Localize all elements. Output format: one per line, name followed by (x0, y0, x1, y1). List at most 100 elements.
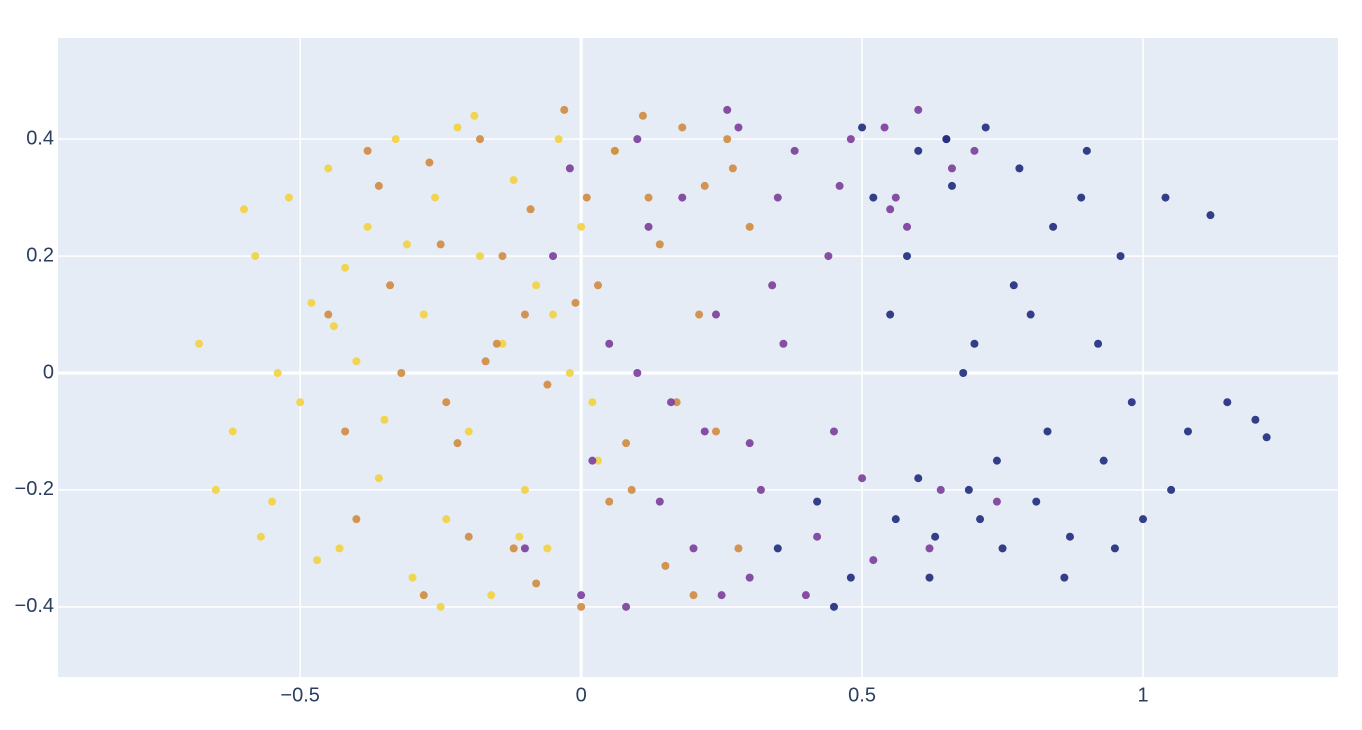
point (565, 368, 574, 377)
point (992, 497, 1001, 506)
point (1065, 532, 1074, 541)
point (363, 146, 372, 155)
y-tick-label: 0.2 (26, 244, 54, 266)
point (773, 544, 782, 553)
point (1127, 398, 1136, 407)
x-tick-label: 0 (576, 684, 587, 706)
point (492, 339, 501, 348)
point (942, 135, 951, 144)
point (992, 456, 1001, 465)
point (801, 591, 810, 600)
point (959, 368, 968, 377)
point (565, 164, 574, 173)
plot-area (58, 38, 1338, 677)
point (549, 252, 558, 261)
point (779, 339, 788, 348)
point (734, 544, 743, 553)
point (1167, 485, 1176, 494)
point (453, 439, 462, 448)
point (947, 164, 956, 173)
point (543, 544, 552, 553)
point (470, 111, 479, 120)
point (436, 240, 445, 249)
point (700, 181, 709, 190)
point (268, 497, 277, 506)
point (1206, 211, 1215, 220)
point (667, 398, 676, 407)
point (829, 602, 838, 611)
point (711, 310, 720, 319)
point (554, 135, 563, 144)
point (1262, 433, 1271, 442)
point (981, 123, 990, 132)
grid (58, 38, 1338, 677)
x-tick-label: 0.5 (848, 684, 876, 706)
point (352, 515, 361, 524)
point (453, 123, 462, 132)
point (464, 427, 473, 436)
point (1223, 398, 1232, 407)
point (689, 544, 698, 553)
point (610, 146, 619, 155)
point (970, 339, 979, 348)
point (790, 146, 799, 155)
point (515, 532, 524, 541)
y-tick-label: −0.4 (15, 595, 54, 617)
point (661, 561, 670, 570)
point (858, 474, 867, 483)
point (498, 339, 507, 348)
point (442, 398, 451, 407)
point (520, 485, 529, 494)
point (903, 222, 912, 231)
point (931, 532, 940, 541)
point (891, 515, 900, 524)
point (386, 281, 395, 290)
point (1251, 415, 1260, 424)
point (577, 222, 586, 231)
point (644, 222, 653, 231)
x-tick-label: 1 (1137, 684, 1148, 706)
point (970, 146, 979, 155)
point (947, 181, 956, 190)
point (402, 240, 411, 249)
point (335, 544, 344, 553)
point (1043, 427, 1052, 436)
y-tick-label: −0.2 (15, 478, 54, 500)
point (655, 240, 664, 249)
point (593, 456, 602, 465)
point (571, 298, 580, 307)
point (1060, 573, 1069, 582)
point (543, 380, 552, 389)
point (481, 357, 490, 366)
point (397, 368, 406, 377)
point (352, 357, 361, 366)
point (1139, 515, 1148, 524)
point (768, 281, 777, 290)
point (678, 123, 687, 132)
point (520, 310, 529, 319)
point (925, 573, 934, 582)
point (689, 591, 698, 600)
point (329, 322, 338, 331)
point (835, 181, 844, 190)
point (391, 135, 400, 144)
point (914, 474, 923, 483)
point (813, 497, 822, 506)
point (425, 158, 434, 167)
point (341, 427, 350, 436)
point (560, 105, 569, 114)
point (239, 205, 248, 214)
point (891, 193, 900, 202)
point (341, 263, 350, 272)
point (380, 415, 389, 424)
point (858, 123, 867, 132)
point (532, 579, 541, 588)
point (756, 485, 765, 494)
point (588, 456, 597, 465)
point (475, 135, 484, 144)
point (442, 515, 451, 524)
point (374, 181, 383, 190)
point (622, 439, 631, 448)
point (374, 474, 383, 483)
point (627, 485, 636, 494)
